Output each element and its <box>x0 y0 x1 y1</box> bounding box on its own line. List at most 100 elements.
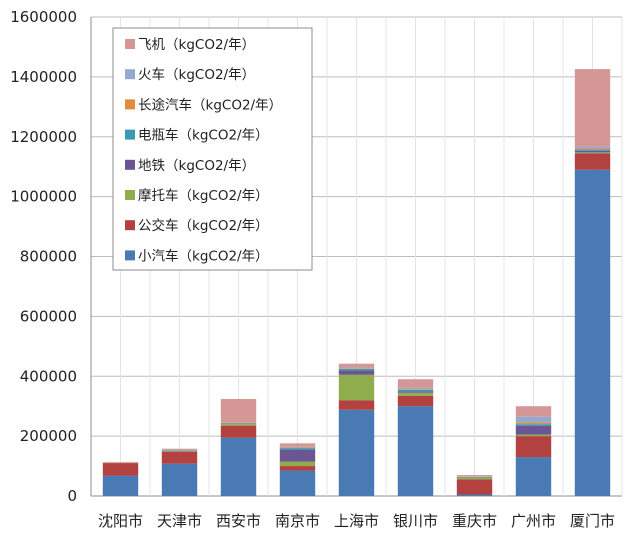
bar-segment <box>574 146 611 149</box>
bar-segment <box>279 470 316 496</box>
bar-segment <box>220 437 257 496</box>
bar-segment <box>220 422 257 424</box>
bar-segment <box>161 449 198 451</box>
bar-segment <box>515 422 552 425</box>
bar-segment <box>338 367 375 369</box>
bar-segment <box>456 477 493 479</box>
legend-entry: 摩托车（kgCO2/年） <box>138 187 269 204</box>
bar-segment <box>161 448 198 450</box>
bar-segment <box>515 424 552 426</box>
bar-segment <box>338 400 375 410</box>
bar-segment <box>279 449 316 462</box>
bar-segment <box>220 422 257 423</box>
bar-segment <box>397 395 434 407</box>
bar-segment <box>220 423 257 425</box>
bar-segment <box>338 368 375 369</box>
bar-segment <box>515 425 552 435</box>
y-tick-label: 200000 <box>20 427 77 445</box>
bar-segment <box>574 169 611 496</box>
bar-segment <box>279 443 316 447</box>
legend-swatch <box>125 99 135 110</box>
bar-segment <box>574 152 611 154</box>
bar-segment <box>279 447 316 449</box>
bar-segment <box>456 476 493 477</box>
x-tick-label: 重庆市 <box>452 512 497 530</box>
y-tick-label: 1200000 <box>10 128 77 146</box>
y-tick-label: 1000000 <box>10 188 77 206</box>
bar-segment <box>397 391 434 393</box>
y-tick-label: 0 <box>67 487 77 505</box>
bar-segment <box>397 406 434 496</box>
bar-segment <box>574 153 611 170</box>
legend-swatch <box>125 220 135 231</box>
bar-segment <box>574 149 611 151</box>
bar-segment <box>397 379 434 388</box>
bar-segment <box>220 425 257 438</box>
bar-segment <box>515 406 552 417</box>
bar-segment <box>397 389 434 390</box>
y-tick-label: 1600000 <box>10 8 77 26</box>
bar-segment <box>102 463 139 476</box>
bar-segment <box>161 450 198 452</box>
x-tick-label: 银川市 <box>393 512 438 530</box>
bar-segment <box>515 457 552 496</box>
x-tick-label: 天津市 <box>157 512 202 530</box>
bar-segment <box>279 466 316 471</box>
legend-box <box>112 27 313 271</box>
bar-segment <box>102 475 139 496</box>
x-tick-label: 厦门市 <box>570 512 615 530</box>
legend-entry: 地铁（kgCO2/年） <box>138 158 255 174</box>
bar-segment <box>279 446 316 448</box>
bar-segment <box>397 389 434 392</box>
bar-segment <box>220 399 257 423</box>
legend-swatch <box>125 190 135 200</box>
y-tick-label: 800000 <box>20 248 77 266</box>
legend-entry: 长途汽车（kgCO2/年） <box>138 96 282 113</box>
bar-segment <box>102 462 139 464</box>
bar-segment <box>515 416 552 423</box>
bar-segment <box>279 461 316 467</box>
bar-segment <box>338 374 375 401</box>
legend-swatch <box>125 69 135 80</box>
x-tick-label: 沈阳市 <box>98 512 143 530</box>
bar-segment <box>574 148 611 150</box>
y-tick-label: 600000 <box>20 307 77 325</box>
legend-swatch <box>125 159 135 170</box>
legend-swatch <box>125 129 135 140</box>
legend: 飞机（kgCO2/年） 火车（kgCO2/年） 长途汽车（kgCO2/年） 电瓶车（k… <box>112 27 313 271</box>
y-tick-label: 400000 <box>20 367 77 385</box>
bar-segment <box>574 69 611 147</box>
bar-segment <box>574 150 611 153</box>
bar-segment <box>338 368 375 371</box>
bar-segment <box>456 476 493 478</box>
bar-segment <box>456 479 493 495</box>
legend-entry: 飞机（kgCO2/年） <box>138 37 255 53</box>
bar-segment <box>397 392 434 396</box>
y-tick-labels: 0 200000 400000 600000 800000 1000000 1200000 1… <box>10 8 77 505</box>
legend-swatch <box>125 250 135 261</box>
bar-segment <box>338 363 375 368</box>
x-tick-label: 南京市 <box>275 512 320 530</box>
bars <box>102 69 611 496</box>
bar-segment <box>161 451 198 464</box>
bar-segment <box>220 424 257 426</box>
x-tick-label: 广州市 <box>511 512 556 530</box>
bar-segment <box>456 478 493 480</box>
bar-segment <box>515 434 552 437</box>
legend-entry: 电瓶车（kgCO2/年） <box>138 127 269 144</box>
bar-segment <box>279 448 316 450</box>
bar-segment <box>338 409 375 496</box>
bar-segment <box>161 463 198 496</box>
x-tick-label: 西安市 <box>216 512 261 530</box>
bar-segment <box>456 494 493 496</box>
bar-segment <box>456 475 493 477</box>
bar-segment <box>338 370 375 375</box>
legend-entry: 火车（kgCO2/年） <box>138 66 255 83</box>
x-tick-labels: 沈阳市 天津市 西安市 南京市 上海市 银川市 重庆市 广州市 厦门市 <box>98 512 615 530</box>
bar-segment <box>515 436 552 458</box>
legend-swatch <box>125 39 135 49</box>
bar-segment <box>161 451 198 452</box>
y-tick-label: 1400000 <box>10 68 77 86</box>
x-tick-label: 上海市 <box>334 512 379 530</box>
